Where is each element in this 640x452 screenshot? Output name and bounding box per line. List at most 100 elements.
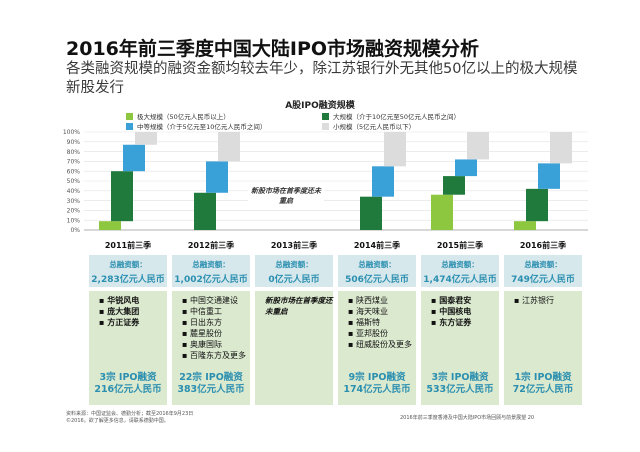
x-category-label: 2011前三季: [104, 241, 152, 250]
y-tick-label: 0%: [70, 227, 80, 234]
bar-segment: [206, 161, 228, 193]
company-list-item: ▪ 方正证券: [99, 317, 167, 328]
bar-segment: [467, 132, 489, 160]
company-name: 江苏银行: [521, 296, 554, 305]
bar-segment: [431, 194, 453, 230]
footer-source-line: 资料来源：中国证监会、德勤分析；截至2016年9月23日: [66, 411, 194, 417]
company-list-item: ▪ 陕西煤业: [348, 295, 416, 306]
total-financing-box: 总融资额： 2,283亿元人民币: [89, 255, 167, 287]
total-financing-box: 总融资额： 1,002亿元人民币: [172, 255, 250, 287]
company-name: 百隆东方及更多: [189, 351, 246, 360]
company-list-item: ▪ 中国交通建设: [182, 295, 250, 306]
total-financing-label: 总融资额：: [441, 260, 479, 269]
ipo-count: 22宗 IPO融资: [179, 372, 243, 383]
bar-segment: [372, 166, 394, 197]
bullet-icon: ▪: [182, 296, 190, 305]
bullet-icon: ▪: [99, 296, 108, 305]
legend-swatch: [126, 112, 133, 120]
bar-segment: [99, 221, 121, 230]
company-list-item: ▪ 海天味业: [348, 306, 416, 317]
company-list-item: ▪ 麓星股份: [182, 328, 250, 339]
y-tick-label: 70%: [67, 159, 81, 166]
bullet-icon: ▪: [182, 329, 190, 338]
company-name: 中国交通建设: [189, 296, 238, 305]
bar-segment: [538, 163, 560, 189]
total-financing-label: 总融资额：: [192, 260, 230, 269]
company-name: 纽威股份及更多: [355, 340, 412, 349]
x-category-label: 2014前三季: [353, 241, 401, 250]
x-category-label: 2013前三季: [270, 241, 318, 250]
total-financing-label: 总融资额：: [109, 260, 147, 269]
bar-segment: [360, 196, 382, 230]
total-financing-box: 总融资额： 506亿元人民币: [338, 255, 416, 287]
y-tick-label: 20%: [67, 208, 81, 215]
bullet-icon: ▪: [182, 340, 190, 349]
y-tick-label: 60%: [67, 168, 81, 175]
y-tick-label: 90%: [67, 139, 81, 146]
bullet-icon: ▪: [348, 296, 356, 305]
ipo-amount: 533亿元人民币: [426, 384, 494, 395]
company-list-box: 新股市场在首季度还未重启: [255, 291, 333, 405]
x-category-label: 2016前三季: [519, 241, 567, 250]
company-list-box: ▪ 华锐风电 ▪ 庞大集团 ▪ 方正证券: [89, 291, 167, 405]
company-list-item: ▪ 日出东方: [182, 317, 250, 328]
ipo-count: 9宗 IPO融资: [348, 372, 406, 383]
bullet-icon: ▪: [348, 329, 356, 338]
bar-segment: [194, 192, 216, 230]
ipo-count-box: 3宗 IPO融资 216亿元人民币: [88, 372, 168, 396]
y-tick-label: 30%: [67, 198, 81, 205]
page-title: 2016年前三季度中国大陆IPO市场融资规模分析: [66, 38, 480, 60]
company-name: 日出东方: [189, 318, 222, 327]
legend-swatch: [322, 122, 329, 130]
company-list-item: ▪ 国泰君安: [431, 295, 499, 306]
company-list-item: ▪ 百隆东方及更多: [182, 350, 250, 361]
company-list-box: ▪ 陕西煤业 ▪ 海天味业 ▪ 福斯特 ▪ 亚邦股份 ▪ 纽威股份及更多: [338, 291, 416, 405]
company-name: 海天味业: [355, 307, 388, 316]
total-financing-value: 749亿元人民币: [511, 275, 575, 285]
company-list-item: ▪ 江苏银行: [514, 295, 582, 306]
legend-swatch: [322, 112, 329, 120]
company-list-box: ▪ 中国交通建设 ▪ 中信重工 ▪ 日出东方 ▪ 麓星股份 ▪ 奥康国际 ▪ 百隆东方及更…: [172, 291, 250, 405]
company-list-item: ▪ 纽威股份及更多: [348, 339, 416, 350]
legend-label: 极大规模（50亿元人民币以上）: [137, 113, 230, 121]
bullet-icon: ▪: [99, 318, 108, 327]
company-list-item: ▪ 福斯特: [348, 317, 416, 328]
company-name: 麓星股份: [189, 329, 222, 338]
company-name: 方正证券: [107, 318, 140, 327]
chart-annotation: 新股市场在首季度还未重启: [248, 186, 324, 206]
ipo-count-box: 22宗 IPO融资 383亿元人民币: [171, 372, 251, 396]
footer-page-info: 2016年前三季度香港及中国大陆IPO市场回顾与前景展望 20: [400, 415, 535, 421]
total-financing-value: 2,283亿元人民币: [91, 275, 165, 285]
company-name: 福斯特: [355, 318, 380, 327]
legend-item-medium: 中等规模（介于5亿元至10亿元人民币之间）: [126, 121, 266, 131]
bullet-icon: ▪: [182, 307, 190, 316]
ipo-amount: 72亿元人民币: [512, 384, 574, 395]
footer-source: 资料来源：中国证监会、德勤分析；截至2016年9月23日 ©2016。欲了解更多…: [66, 411, 193, 425]
bar-segment: [443, 176, 465, 195]
chart-title: A股IPO融资规模: [285, 101, 355, 111]
company-list-item: 新股市场在首季度还未重启: [265, 295, 333, 317]
legend-item-small: 小规模（5亿元人民币以下）: [322, 121, 415, 131]
legend-item-extra-large: 极大规模（50亿元人民币以上）: [126, 111, 230, 121]
company-list-item: ▪ 中国核电: [431, 306, 499, 317]
total-financing-label: 总融资额：: [275, 260, 313, 269]
y-tick-label: 50%: [67, 178, 81, 185]
bullet-icon: ▪: [431, 307, 440, 316]
company-list-item: ▪ 庞大集团: [99, 306, 167, 317]
y-tick-label: 100%: [63, 129, 80, 136]
company-name: 亚邦股份: [355, 329, 388, 338]
company-name: 奥康国际: [189, 340, 222, 349]
company-list-box: ▪ 国泰君安 ▪ 中国核电 ▪ 东方证券: [421, 291, 499, 405]
company-name: 中信重工: [189, 307, 222, 316]
ipo-count: 3宗 IPO融资: [99, 372, 157, 383]
bar-segment: [514, 221, 536, 230]
total-financing-value: 1,474亿元人民币: [423, 275, 497, 285]
page-subtitle: 各类融资规模的融资金额均较去年少，除江苏银行外无其他50亿以上的极大规模新股发行: [66, 61, 578, 96]
company-name: 中国核电: [439, 307, 472, 316]
ipo-amount: 383亿元人民币: [177, 384, 245, 395]
total-financing-box: 总融资额： 749亿元人民币: [504, 255, 582, 287]
bar-segment: [550, 132, 572, 164]
legend-label: 大规模（介于10亿元至50亿元人民币之间）: [333, 113, 461, 121]
bullet-icon: ▪: [348, 318, 356, 327]
company-list-item: ▪ 中信重工: [182, 306, 250, 317]
